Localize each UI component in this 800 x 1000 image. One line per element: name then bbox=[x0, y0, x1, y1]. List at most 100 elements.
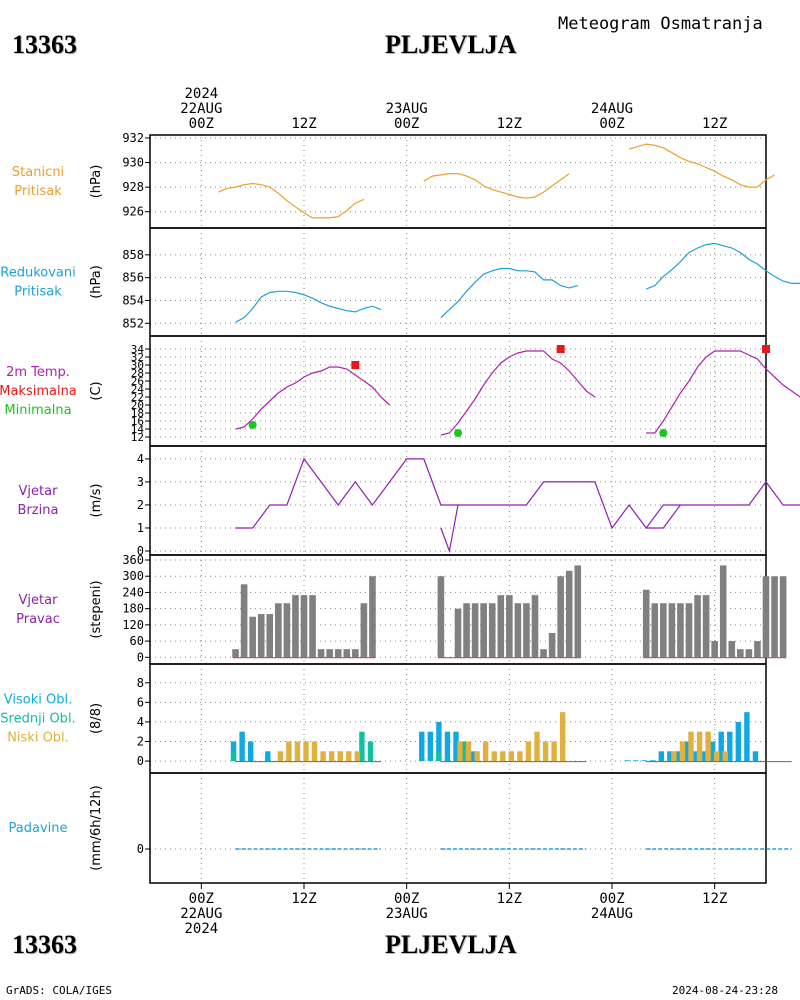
panel-unit-label: (stepeni) bbox=[89, 580, 104, 638]
high-cloud-bar bbox=[444, 731, 451, 762]
station-code-top: 13363 bbox=[12, 30, 77, 59]
low-cloud-bar bbox=[277, 751, 284, 762]
y-tick-label: 300 bbox=[122, 569, 144, 583]
y-tick-label: 928 bbox=[122, 180, 144, 194]
panel-clouds bbox=[145, 663, 792, 774]
y-tick-label: 20 bbox=[131, 399, 144, 412]
y-tick-label: 180 bbox=[122, 602, 144, 616]
direction-bar bbox=[728, 641, 736, 658]
high-cloud-bar bbox=[632, 760, 639, 762]
high-cloud-bar bbox=[718, 731, 724, 762]
direction-bar bbox=[300, 595, 308, 658]
tmax-marker bbox=[351, 361, 360, 369]
series-line bbox=[645, 242, 800, 290]
high-cloud-bar bbox=[265, 751, 271, 762]
series-line bbox=[440, 350, 596, 436]
direction-bar bbox=[540, 649, 547, 658]
panel-precip bbox=[145, 772, 792, 884]
time-label-top: 00Z bbox=[189, 116, 214, 132]
y-tick-label: 360 bbox=[122, 553, 144, 567]
direction-bar bbox=[369, 576, 376, 658]
direction-bar bbox=[275, 603, 282, 658]
direction-bar bbox=[309, 595, 316, 658]
low-cloud-bar bbox=[517, 751, 523, 762]
series-line bbox=[646, 480, 800, 529]
direction-bar bbox=[283, 603, 291, 658]
low-cloud-bar bbox=[346, 751, 352, 762]
low-cloud-bar bbox=[311, 741, 318, 762]
low-cloud-bar bbox=[354, 751, 361, 762]
direction-bar bbox=[754, 641, 761, 658]
low-cloud-bar bbox=[713, 751, 720, 762]
y-tick-label: 28 bbox=[131, 367, 144, 380]
panel-title-line: Redukovani bbox=[0, 266, 75, 281]
series-line bbox=[235, 290, 382, 323]
mid-cloud-bar bbox=[436, 751, 442, 762]
direction-bar bbox=[557, 576, 564, 658]
series-line bbox=[440, 481, 681, 554]
low-cloud-bar bbox=[320, 751, 326, 762]
panel-wind_direction bbox=[145, 554, 787, 665]
panel-unit-label: (8/8) bbox=[89, 703, 104, 734]
y-tick-label: 14 bbox=[131, 423, 145, 436]
series-line bbox=[218, 182, 365, 219]
high-cloud-bar bbox=[675, 751, 682, 762]
y-tick-label: 932 bbox=[122, 131, 144, 145]
series-line bbox=[440, 267, 578, 319]
panel-unit-label: (hPa) bbox=[89, 265, 104, 299]
panel-unit-label: (mm/6h/12h) bbox=[89, 785, 104, 871]
y-tick-label: 6 bbox=[137, 695, 144, 709]
panel-title-line: Minimalna bbox=[4, 403, 71, 418]
low-cloud-bar bbox=[474, 751, 480, 762]
y-tick-label: 60 bbox=[130, 634, 144, 648]
direction-bar bbox=[771, 576, 778, 658]
high-cloud-bar bbox=[744, 712, 750, 762]
high-cloud-bar bbox=[427, 731, 434, 762]
direction-bar bbox=[266, 614, 274, 658]
mid-cloud-bar bbox=[367, 741, 374, 762]
time-label-top: 2024 bbox=[184, 86, 218, 102]
low-cloud-bar bbox=[294, 741, 301, 762]
low-cloud-bar bbox=[508, 751, 515, 762]
y-tick-label: 12 bbox=[131, 431, 144, 444]
direction-bar bbox=[514, 603, 522, 658]
station-name-top: PLJEVLJA bbox=[385, 30, 517, 59]
high-cloud-bar bbox=[735, 721, 742, 762]
panel-title-line: 2m Temp. bbox=[6, 365, 70, 380]
low-cloud-bar bbox=[286, 741, 292, 762]
y-tick-label: 2 bbox=[137, 498, 144, 512]
series-line bbox=[423, 173, 570, 199]
direction-bar bbox=[480, 603, 487, 658]
series-line bbox=[235, 366, 391, 430]
tmin-marker bbox=[248, 421, 257, 429]
low-cloud-bar bbox=[465, 741, 472, 762]
y-tick-label: 926 bbox=[122, 205, 144, 219]
panel-title-line: Maksimalna bbox=[0, 384, 77, 399]
panel-title-line: Pritisak bbox=[14, 184, 62, 199]
y-tick-label: 2 bbox=[137, 734, 144, 748]
y-tick-label: 16 bbox=[131, 415, 144, 428]
direction-bar bbox=[437, 576, 445, 658]
direction-bar bbox=[660, 603, 667, 658]
panel-frame bbox=[149, 772, 767, 884]
direction-bar bbox=[779, 576, 787, 658]
tmax-marker bbox=[762, 345, 770, 353]
panel-unit-label: (C) bbox=[89, 381, 104, 400]
mid-cloud-bar bbox=[461, 741, 468, 762]
y-tick-label: 0 bbox=[137, 650, 144, 664]
y-tick-label: 32 bbox=[131, 351, 144, 364]
direction-bar bbox=[668, 603, 676, 658]
panel-unit-label: (m/s) bbox=[89, 484, 104, 518]
series-line bbox=[235, 457, 458, 529]
direction-bar bbox=[257, 614, 265, 658]
direction-bar bbox=[694, 595, 701, 658]
credit-text: GrADS: COLA/IGES bbox=[6, 984, 112, 997]
high-cloud-bar bbox=[470, 751, 476, 762]
station-name-bottom: PLJEVLJA bbox=[385, 930, 517, 959]
low-cloud-bar bbox=[679, 741, 686, 762]
tmin-marker bbox=[659, 429, 668, 437]
panel-title-line: Niski Obl. bbox=[7, 731, 69, 746]
panel-title-line: Srednji Obl. bbox=[0, 712, 75, 727]
y-tick-label: 4 bbox=[137, 715, 144, 729]
low-cloud-bar bbox=[705, 731, 711, 762]
